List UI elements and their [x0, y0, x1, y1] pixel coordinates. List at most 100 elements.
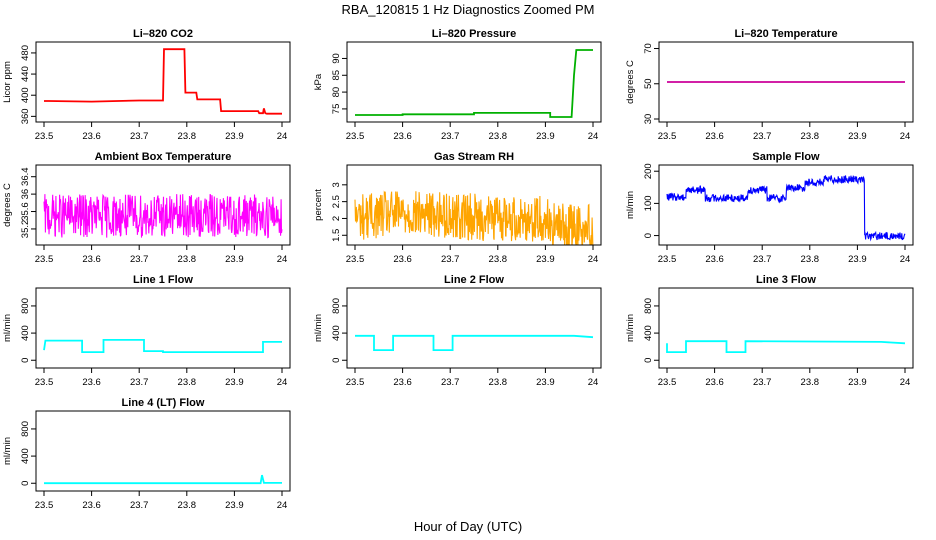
x-tick-label: 23.6	[393, 254, 412, 265]
plot-frame	[35, 41, 291, 123]
plot-frame	[346, 41, 602, 123]
y-tick-label: 70	[643, 43, 654, 54]
y-tick-label: 400	[20, 448, 31, 464]
panel-title: Line 4 (LT) Flow	[122, 397, 205, 409]
x-tick-label: 23.7	[130, 377, 149, 388]
x-tick-label: 24	[277, 500, 288, 511]
y-tick-label: 800	[20, 298, 31, 314]
x-tick-label: 23.5	[35, 377, 54, 388]
x-tick-label: 23.6	[82, 254, 101, 265]
y-tick-label: 0	[643, 233, 654, 238]
y-tick-label: 3	[331, 182, 342, 187]
x-tick-label: 24	[588, 254, 599, 265]
y-tick-label: 30	[643, 114, 654, 125]
x-tick-label: 23.9	[536, 377, 555, 388]
x-tick-label: 23.7	[441, 377, 460, 388]
y-tick-label: 400	[331, 325, 342, 341]
y-tick-label: 35.6	[20, 202, 31, 221]
x-tick-label: 23.5	[658, 254, 677, 265]
x-tick-label: 24	[588, 377, 599, 388]
panel-9: Line 3 Flow ml/min 23.5 23.6 23.7 23.8 23.9 24 0…	[625, 274, 914, 388]
x-tick-label: 23.8	[801, 131, 820, 142]
panel-title: Li–820 Pressure	[432, 28, 516, 40]
data-series-line	[44, 474, 282, 485]
x-tick-label: 23.8	[489, 377, 508, 388]
y-axis-label: kPa	[313, 73, 324, 90]
y-tick-label: 2	[331, 216, 342, 221]
panel-5: Gas Stream RH percent 23.5 23.6 23.7 23.8 23.9…	[313, 151, 602, 265]
y-tick-label: 80	[331, 87, 342, 98]
x-tick-label: 23.5	[346, 254, 365, 265]
y-tick-label: 100	[643, 195, 654, 211]
x-tick-label: 23.6	[82, 131, 101, 142]
x-tick-label: 23.9	[225, 500, 244, 511]
figure-title: RBA_120815 1 Hz Diagnostics Zoomed PM	[342, 2, 595, 17]
x-tick-label: 23.8	[801, 377, 820, 388]
x-tick-label: 23.5	[35, 254, 54, 265]
data-series-line	[43, 339, 282, 353]
panel-title: Ambient Box Temperature	[95, 151, 232, 163]
y-tick-label: 440	[20, 66, 31, 82]
y-tick-label: 1.5	[331, 229, 342, 242]
x-tick-label: 23.7	[441, 254, 460, 265]
x-tick-label: 24	[277, 254, 288, 265]
x-tick-label: 23.9	[848, 377, 867, 388]
y-tick-label: 36	[20, 189, 31, 200]
plot-frame	[346, 164, 602, 246]
y-tick-label: 0	[20, 481, 31, 486]
x-tick-label: 24	[277, 131, 288, 142]
panel-2: Li–820 Pressure kPa 23.5 23.6 23.7 23.8 23.9 24…	[313, 28, 602, 142]
y-axis-label: ml/min	[2, 437, 13, 465]
x-tick-label: 24	[277, 377, 288, 388]
y-axis-label: ml/min	[625, 191, 636, 219]
y-axis-label: degrees C	[625, 60, 636, 104]
x-tick-label: 23.7	[753, 254, 772, 265]
x-tick-label: 23.6	[705, 131, 724, 142]
x-tick-label: 23.9	[536, 254, 555, 265]
y-tick-label: 800	[643, 298, 654, 314]
panel-1: Li–820 CO2 Licor ppm 23.5 23.6 23.7 23.8 23.9 2…	[2, 28, 291, 142]
x-tick-label: 23.8	[178, 500, 197, 511]
y-axis-label: ml/min	[625, 314, 636, 342]
y-tick-label: 0	[20, 358, 31, 363]
x-tick-label: 23.5	[35, 131, 54, 142]
x-tick-label: 23.9	[225, 377, 244, 388]
plot-frame	[35, 410, 291, 492]
x-tick-label: 23.9	[848, 254, 867, 265]
x-tick-label: 24	[900, 254, 911, 265]
y-axis-label: ml/min	[2, 314, 13, 342]
plot-frame	[35, 287, 291, 369]
panel-7: Line 1 Flow ml/min 23.5 23.6 23.7 23.8 23.9 24 0…	[2, 274, 291, 388]
y-tick-label: 800	[331, 298, 342, 314]
y-tick-label: 36.4	[20, 167, 31, 186]
y-tick-label: 200	[643, 163, 654, 179]
panels: Li–820 CO2 Licor ppm 23.5 23.6 23.7 23.8 23.9 2…	[2, 28, 914, 511]
x-tick-label: 23.9	[225, 254, 244, 265]
x-tick-label: 24	[900, 377, 911, 388]
x-tick-label: 23.9	[225, 131, 244, 142]
x-tick-label: 23.8	[489, 131, 508, 142]
x-tick-label: 24	[900, 131, 911, 142]
data-series-line	[354, 190, 594, 245]
panel-title: Sample Flow	[752, 151, 820, 163]
panel-10: Line 4 (LT) Flow ml/min 23.5 23.6 23.7 23.8 23…	[2, 397, 291, 511]
plot-frame	[35, 164, 291, 246]
y-tick-label: 400	[20, 325, 31, 341]
data-series-line	[355, 49, 593, 118]
x-tick-label: 23.7	[753, 131, 772, 142]
panel-6: Sample Flow ml/min 23.5 23.6 23.7 23.8 23.9 24 0…	[625, 151, 914, 265]
x-tick-label: 23.6	[393, 377, 412, 388]
x-tick-label: 23.5	[658, 131, 677, 142]
plot-frame	[658, 41, 914, 123]
x-tick-label: 23.6	[705, 377, 724, 388]
y-axis-label: ml/min	[313, 314, 324, 342]
y-tick-label: 360	[20, 108, 31, 124]
plot-frame	[346, 287, 602, 369]
y-tick-label: 0	[331, 358, 342, 363]
data-series-line	[43, 193, 283, 239]
y-tick-label: 800	[20, 421, 31, 437]
y-tick-label: 35.2	[20, 220, 31, 239]
data-series-line	[355, 334, 594, 351]
